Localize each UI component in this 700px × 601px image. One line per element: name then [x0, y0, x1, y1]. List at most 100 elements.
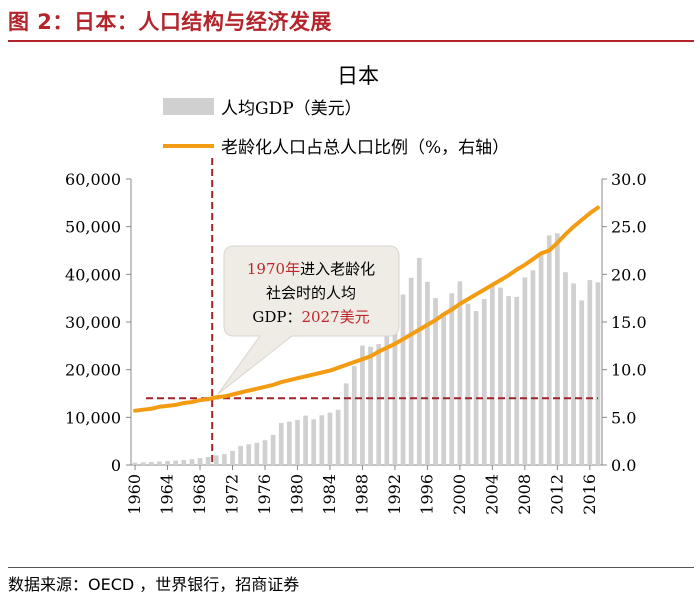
- gdp-bar-1969: [205, 457, 211, 465]
- gdp-bar-1963: [157, 461, 162, 465]
- gdp-bars: [132, 233, 601, 465]
- right-tick-label: 25.0: [611, 218, 647, 237]
- axes: 0 10,000 20,000 30,000 40,000 50,000 60,000 0.0…: [65, 170, 647, 515]
- annotation-value: 2027美元: [301, 308, 369, 326]
- gdp-bar-1981: [303, 415, 308, 465]
- x-tick-label: 1984: [320, 474, 339, 515]
- annotation-line-3: GDP：2027美元: [252, 308, 369, 326]
- annotation-text-1: 进入老龄化: [300, 260, 375, 278]
- left-tick-label: 0: [111, 456, 121, 475]
- left-tick-label: 30,000: [65, 313, 121, 332]
- x-tick-label: 1960: [125, 474, 144, 515]
- annotation-text-3: GDP：: [252, 308, 301, 326]
- x-tick-label: 1980: [287, 474, 306, 515]
- gdp-bar-2005: [498, 287, 503, 465]
- left-tick-label: 50,000: [65, 218, 121, 237]
- gdp-bar-2014: [571, 283, 576, 465]
- left-tick-label: 60,000: [65, 170, 121, 189]
- gdp-bar-2017: [595, 282, 601, 465]
- right-tick-label: 10.0: [611, 361, 647, 380]
- source-note: 数据来源：OECD ，世界银行，招商证券: [8, 575, 300, 594]
- gdp-bar-2001: [465, 303, 471, 465]
- gdp-bar-1960: [132, 462, 138, 465]
- legend-bar-label: 人均GDP（美元）: [221, 99, 362, 119]
- gdp-bar-2000: [457, 281, 463, 465]
- x-tick-label: 1968: [190, 474, 209, 515]
- figure-title: 图 2：日本：人口结构与经济发展: [8, 10, 332, 34]
- aging-line: [133, 205, 600, 413]
- x-tick-label: 1964: [158, 474, 177, 515]
- gdp-bar-1985: [335, 409, 341, 465]
- gdp-bar-1965: [173, 460, 179, 465]
- gdp-bar-1995: [416, 257, 422, 465]
- x-tick-label: 1972: [223, 474, 242, 515]
- gdp-bar-2007: [514, 296, 520, 465]
- gdp-bar-1988: [360, 345, 365, 465]
- gdp-bar-1967: [189, 459, 195, 465]
- x-tick-label: 1976: [255, 474, 274, 515]
- x-tick-label: 1996: [417, 474, 436, 515]
- legend-line-label: 老龄化人口占总人口比例（%，右轴）: [221, 138, 509, 158]
- title-rule: [8, 40, 694, 42]
- gdp-bar-1977: [270, 434, 276, 465]
- gdp-bar-1987: [351, 366, 357, 465]
- gdp-bar-2002: [473, 311, 479, 465]
- x-tick-label: 2008: [515, 474, 534, 515]
- gdp-bar-1998: [441, 312, 447, 465]
- gdp-bar-1983: [319, 415, 325, 465]
- reference-lines: [146, 158, 598, 465]
- annotation-line-2: 社会时的人均: [266, 284, 356, 302]
- gdp-bar-2015: [579, 300, 585, 465]
- right-tick-label: 0.0: [611, 456, 636, 475]
- gdp-bar-1993: [400, 294, 406, 465]
- gdp-bar-1970: [213, 455, 219, 465]
- chart: 日本 人均GDP（美元） 老龄化人口占总人口比例（%，右轴） 0 10,000 20…: [65, 64, 647, 515]
- right-tick-label: 20.0: [611, 265, 647, 284]
- gdp-bar-1976: [262, 440, 268, 465]
- annotation-line-1: 1970年进入老龄化: [247, 260, 375, 278]
- gdp-bar-1966: [181, 459, 187, 465]
- gdp-bar-1986: [343, 383, 349, 465]
- gdp-bar-1984: [327, 412, 333, 465]
- gdp-bar-1978: [278, 422, 284, 465]
- annotation-bubble: [217, 245, 400, 395]
- x-tick-label: 1988: [352, 474, 371, 515]
- gdp-bar-2013: [563, 272, 568, 465]
- gdp-bar-1979: [286, 421, 292, 465]
- gdp-bar-1968: [197, 458, 203, 465]
- gdp-bar-1991: [384, 327, 390, 465]
- gdp-bar-1964: [165, 461, 170, 465]
- x-tick-label: 2016: [580, 474, 599, 515]
- x-tick-label: 2000: [450, 474, 469, 515]
- x-tick-label: 1992: [385, 474, 404, 515]
- source-rule: [8, 567, 694, 568]
- gdp-bar-2006: [506, 296, 511, 465]
- gdp-bar-1996: [425, 281, 430, 465]
- annotation-callout: 1970年进入老龄化 社会时的人均 GDP：2027美元: [217, 245, 400, 395]
- right-tick-label: 30.0: [611, 170, 647, 189]
- annotation-year: 1970年: [247, 260, 300, 278]
- chart-title: 日本: [337, 64, 379, 88]
- gdp-bar-1994: [408, 277, 414, 465]
- gdp-bar-1989: [368, 346, 373, 465]
- right-tick-label: 15.0: [611, 313, 647, 332]
- gdp-bar-1973: [238, 445, 243, 465]
- gdp-bar-1997: [433, 298, 438, 465]
- gdp-bar-1962: [148, 461, 154, 465]
- left-tick-label: 10,000: [65, 408, 121, 427]
- gdp-bar-2003: [481, 299, 487, 465]
- gdp-bar-1972: [230, 450, 235, 465]
- gdp-bar-1999: [449, 293, 455, 465]
- gdp-bar-1961: [140, 462, 146, 465]
- gdp-bar-1975: [254, 442, 260, 465]
- aging-ratio-series: [133, 205, 600, 413]
- legend-bar-swatch: [163, 98, 214, 115]
- right-tick-label: 5.0: [611, 408, 636, 427]
- x-tick-label: 2012: [547, 474, 566, 515]
- gdp-bar-2010: [538, 252, 544, 465]
- gdp-bar-1990: [376, 344, 382, 465]
- left-tick-label: 20,000: [65, 361, 121, 380]
- gdp-bar-1971: [222, 454, 227, 465]
- gdp-bar-2004: [490, 285, 495, 465]
- gdp-bar-2011: [546, 235, 552, 465]
